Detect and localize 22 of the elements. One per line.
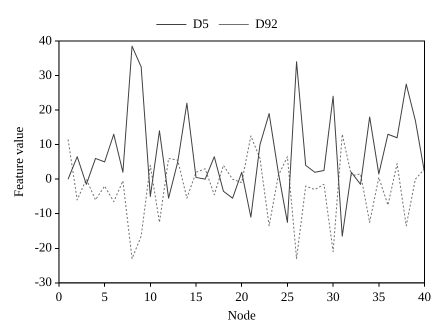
- x-tick-label: 35: [372, 289, 386, 304]
- x-tick-label: 25: [280, 289, 294, 304]
- line-series: [68, 134, 424, 260]
- x-tick-label: 20: [235, 289, 248, 304]
- legend-label: D92: [255, 16, 278, 31]
- x-tick-label: 5: [101, 289, 108, 304]
- x-tick-label: 15: [190, 289, 203, 304]
- y-tick-label: 20: [38, 102, 52, 117]
- x-tick-label: 0: [56, 289, 62, 304]
- y-tick-label: -30: [34, 274, 52, 290]
- x-axis-title: Node: [228, 308, 256, 323]
- y-tick-label: 40: [38, 32, 52, 48]
- y-axis-title: Feature value: [11, 126, 26, 198]
- x-tick-label: 30: [326, 289, 340, 304]
- x-tick-label: 40: [418, 289, 431, 304]
- legend-label: D5: [192, 16, 209, 31]
- y-tick-label: 30: [38, 66, 52, 82]
- y-tick-label: -10: [34, 205, 52, 220]
- y-tick-label: 0: [45, 170, 52, 186]
- x-tick-label: 10: [144, 289, 157, 304]
- y-tick-label: 10: [38, 136, 52, 152]
- y-tick-label: -20: [34, 240, 52, 255]
